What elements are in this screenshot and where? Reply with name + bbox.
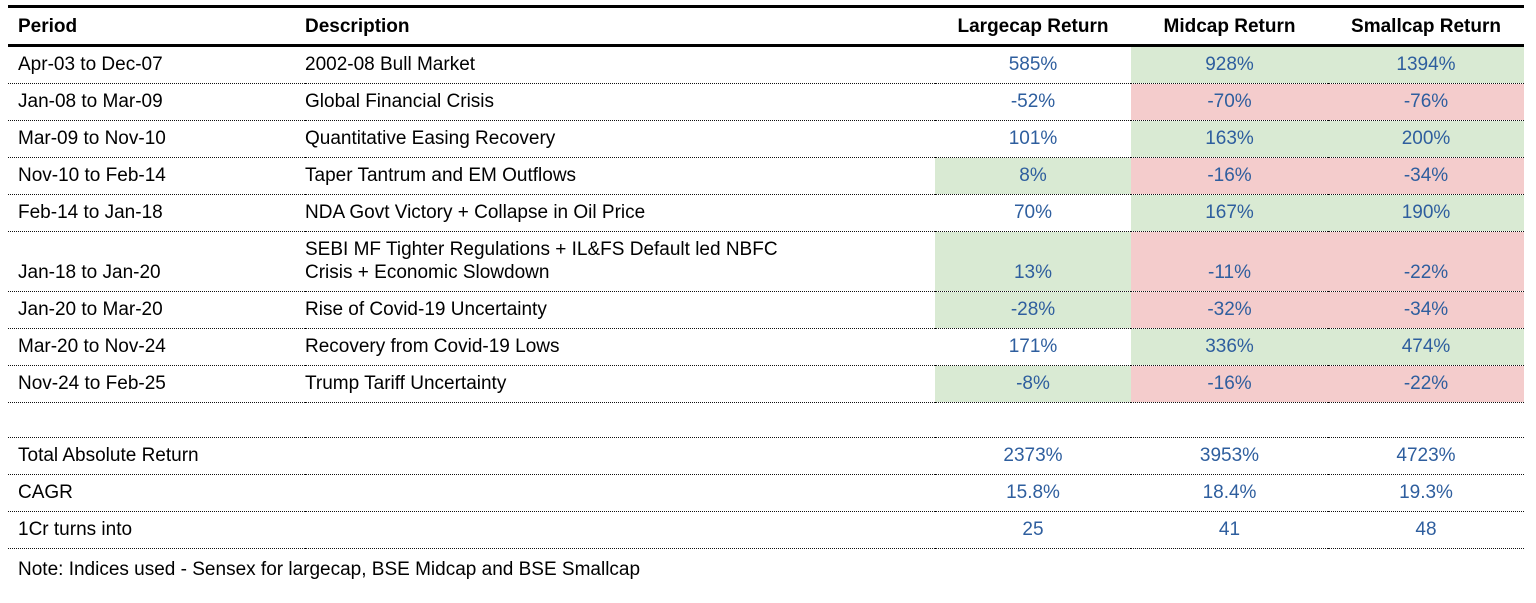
smallcap-return-cell: -76% <box>1328 83 1524 121</box>
largecap-cagr-cell: 15.8% <box>935 474 1131 512</box>
midcap-return-cell: 163% <box>1131 120 1328 158</box>
midcap-return-cell: -16% <box>1131 365 1328 403</box>
smallcap-return-cell: -34% <box>1328 157 1524 195</box>
smallcap-return-cell: -22% <box>1328 365 1524 403</box>
smallcap-return-cell: 474% <box>1328 328 1524 366</box>
smallcap-cagr-cell: 19.3% <box>1328 474 1524 512</box>
largecap-total-cell: 2373% <box>935 437 1131 475</box>
midcap-return-cell: -16% <box>1131 157 1328 195</box>
largecap-return-cell: 8% <box>935 157 1131 195</box>
period-cell: Apr-03 to Dec-07 <box>8 45 305 84</box>
midcap-return-cell: -70% <box>1131 83 1328 121</box>
smallcap-multiple-cell: 48 <box>1328 511 1524 549</box>
smallcap-return-cell: 200% <box>1328 120 1524 158</box>
largecap-return-cell: 70% <box>935 194 1131 232</box>
midcap-cagr-cell: 18.4% <box>1131 474 1328 512</box>
summary-label-cell: CAGR <box>8 474 935 512</box>
period-cell: Jan-08 to Mar-09 <box>8 83 305 121</box>
description-cell: 2002-08 Bull Market <box>305 45 935 84</box>
summary-label-cell: 1Cr turns into <box>8 511 935 549</box>
header-row: Period Description Largecap Return Midca… <box>8 5 1524 47</box>
table-row: Nov-10 to Feb-14 Taper Tantrum and EM Ou… <box>8 157 1524 195</box>
period-cell: Nov-24 to Feb-25 <box>8 365 305 403</box>
largecap-return-cell: 171% <box>935 328 1131 366</box>
spacer-row <box>8 402 1524 438</box>
midcap-return-cell: -32% <box>1131 291 1328 329</box>
spacer-cell <box>8 402 1524 438</box>
table-row: Jan-20 to Mar-20 Rise of Covid-19 Uncert… <box>8 291 1524 329</box>
table-row: Jan-08 to Mar-09 Global Financial Crisis… <box>8 83 1524 121</box>
note-row: Note: Indices used - Sensex for largecap… <box>8 549 1524 594</box>
table-row: Mar-09 to Nov-10 Quantitative Easing Rec… <box>8 120 1524 158</box>
summary-label-cell: Total Absolute Return <box>8 437 935 475</box>
midcap-return-cell: 336% <box>1131 328 1328 366</box>
col-header-largecap-return: Largecap Return <box>935 5 1131 47</box>
description-cell: NDA Govt Victory + Collapse in Oil Price <box>305 194 935 232</box>
smallcap-return-cell: 1394% <box>1328 45 1524 84</box>
description-cell: Quantitative Easing Recovery <box>305 120 935 158</box>
midcap-multiple-cell: 41 <box>1131 511 1328 549</box>
smallcap-return-cell: 190% <box>1328 194 1524 232</box>
summary-row: CAGR 15.8% 18.4% 19.3% <box>8 474 1524 512</box>
col-header-smallcap-return: Smallcap Return <box>1328 5 1524 47</box>
period-cell: Mar-20 to Nov-24 <box>8 328 305 366</box>
largecap-return-cell: -52% <box>935 83 1131 121</box>
smallcap-return-cell: -34% <box>1328 291 1524 329</box>
smallcap-total-cell: 4723% <box>1328 437 1524 475</box>
summary-row: 1Cr turns into 25 41 48 <box>8 511 1524 549</box>
table-row: Mar-20 to Nov-24 Recovery from Covid-19 … <box>8 328 1524 366</box>
description-cell: Global Financial Crisis <box>305 83 935 121</box>
midcap-return-cell: 167% <box>1131 194 1328 232</box>
market-returns-table: Period Description Largecap Return Midca… <box>8 5 1524 593</box>
table-row: Nov-24 to Feb-25 Trump Tariff Uncertaint… <box>8 365 1524 403</box>
table-row: Apr-03 to Dec-07 2002-08 Bull Market 585… <box>8 45 1524 84</box>
largecap-return-cell: 13% <box>935 231 1131 292</box>
description-cell: Rise of Covid-19 Uncertainty <box>305 291 935 329</box>
description-cell: Recovery from Covid-19 Lows <box>305 328 935 366</box>
largecap-multiple-cell: 25 <box>935 511 1131 549</box>
largecap-return-cell: -28% <box>935 291 1131 329</box>
period-cell: Feb-14 to Jan-18 <box>8 194 305 232</box>
smallcap-return-cell: -22% <box>1328 231 1524 292</box>
midcap-return-cell: 928% <box>1131 45 1328 84</box>
description-cell: SEBI MF Tighter Regulations + IL&FS Defa… <box>305 231 935 292</box>
largecap-return-cell: -8% <box>935 365 1131 403</box>
midcap-return-cell: -11% <box>1131 231 1328 292</box>
period-cell: Jan-18 to Jan-20 <box>8 231 305 292</box>
table-row: Feb-14 to Jan-18 NDA Govt Victory + Coll… <box>8 194 1524 232</box>
col-header-description: Description <box>305 5 935 47</box>
summary-row: Total Absolute Return 2373% 3953% 4723% <box>8 437 1524 475</box>
description-cell: Taper Tantrum and EM Outflows <box>305 157 935 195</box>
col-header-midcap-return: Midcap Return <box>1131 5 1328 47</box>
period-cell: Nov-10 to Feb-14 <box>8 157 305 195</box>
col-header-period: Period <box>8 5 305 47</box>
period-cell: Jan-20 to Mar-20 <box>8 291 305 329</box>
period-cell: Mar-09 to Nov-10 <box>8 120 305 158</box>
table-row: Jan-18 to Jan-20 SEBI MF Tighter Regulat… <box>8 231 1524 292</box>
largecap-return-cell: 585% <box>935 45 1131 84</box>
largecap-return-cell: 101% <box>935 120 1131 158</box>
description-cell: Trump Tariff Uncertainty <box>305 365 935 403</box>
footnote: Note: Indices used - Sensex for largecap… <box>18 559 641 580</box>
midcap-total-cell: 3953% <box>1131 437 1328 475</box>
